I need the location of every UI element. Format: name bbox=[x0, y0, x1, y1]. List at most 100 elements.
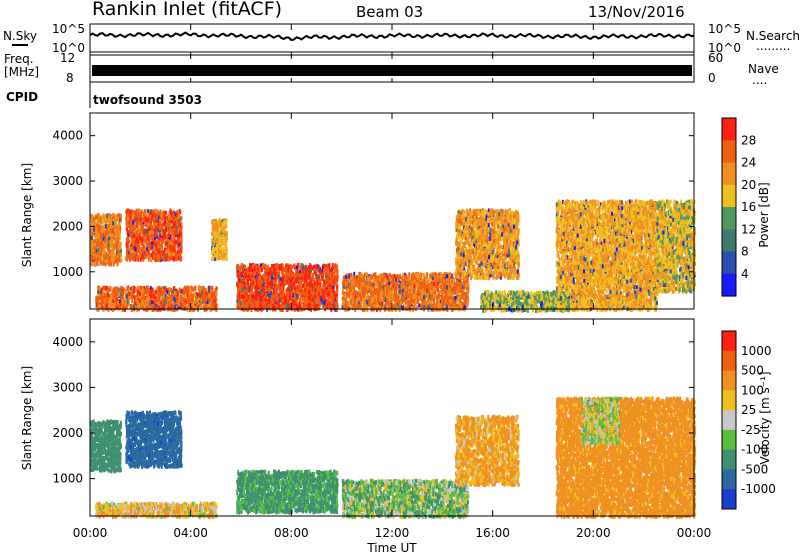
range-cell bbox=[113, 293, 116, 298]
range-cell bbox=[103, 250, 106, 255]
range-cell bbox=[119, 252, 121, 257]
range-cell bbox=[169, 230, 172, 235]
range-cell bbox=[158, 244, 161, 249]
range-cell bbox=[142, 222, 145, 227]
range-cell bbox=[94, 259, 97, 264]
range-cell bbox=[306, 285, 309, 290]
range-cell bbox=[276, 263, 279, 268]
range-cell bbox=[134, 247, 137, 251]
range-cell bbox=[109, 303, 112, 308]
range-cell bbox=[239, 298, 242, 303]
range-cell bbox=[321, 274, 324, 279]
nsky-label: N.Sky bbox=[3, 29, 37, 43]
range-cell bbox=[130, 221, 133, 226]
range-cell bbox=[168, 241, 171, 246]
range-cell bbox=[252, 274, 255, 279]
range-cell bbox=[211, 241, 214, 246]
range-cell bbox=[138, 221, 141, 226]
range-cell bbox=[111, 233, 114, 237]
range-cell bbox=[140, 229, 143, 234]
range-cell bbox=[154, 254, 157, 259]
range-cell bbox=[257, 269, 260, 274]
range-cell bbox=[108, 299, 111, 304]
range-cell bbox=[334, 294, 336, 299]
range-cell bbox=[294, 265, 297, 270]
range-cell bbox=[130, 235, 133, 240]
range-cell bbox=[214, 247, 217, 252]
range-cell bbox=[130, 212, 133, 217]
range-cell bbox=[311, 292, 314, 297]
range-cell bbox=[168, 300, 171, 305]
range-cell bbox=[177, 243, 180, 248]
range-cell bbox=[90, 236, 93, 241]
range-cell bbox=[91, 217, 94, 222]
range-cell bbox=[143, 253, 146, 258]
range-cell bbox=[131, 299, 134, 304]
range-cell bbox=[155, 219, 158, 224]
range-cell bbox=[221, 254, 224, 259]
range-cell bbox=[148, 234, 151, 239]
range-cell bbox=[292, 282, 295, 287]
range-cell bbox=[212, 220, 215, 225]
range-cell bbox=[148, 239, 150, 244]
range-cell bbox=[149, 223, 152, 228]
range-cell bbox=[214, 234, 217, 239]
range-cell bbox=[172, 221, 175, 226]
range-cell bbox=[139, 291, 141, 296]
range-cell bbox=[253, 284, 255, 289]
noise-trace bbox=[89, 31, 695, 42]
range-cell bbox=[218, 244, 221, 249]
range-cell bbox=[281, 263, 284, 268]
range-cell bbox=[164, 301, 167, 306]
range-cell bbox=[97, 227, 99, 232]
range-cell bbox=[253, 296, 256, 301]
range-cell bbox=[116, 262, 119, 267]
range-cell bbox=[115, 232, 118, 237]
range-cell bbox=[105, 303, 108, 308]
range-cell bbox=[319, 282, 322, 287]
range-cell bbox=[290, 279, 292, 284]
range-cell bbox=[92, 256, 95, 261]
range-cell bbox=[101, 257, 104, 261]
range-cell bbox=[136, 209, 139, 214]
range-cell bbox=[162, 228, 165, 233]
range-cell bbox=[110, 243, 113, 248]
range-cell bbox=[270, 301, 272, 306]
range-cell bbox=[91, 233, 94, 238]
range-cell bbox=[313, 296, 316, 301]
range-cell bbox=[222, 226, 225, 230]
range-cell bbox=[90, 250, 92, 255]
range-cell bbox=[147, 244, 150, 249]
range-cell bbox=[167, 239, 170, 243]
range-cell bbox=[213, 228, 216, 233]
range-cell bbox=[332, 266, 335, 271]
range-cell bbox=[125, 238, 128, 243]
range-cell bbox=[249, 271, 252, 276]
range-cell bbox=[113, 256, 116, 261]
range-cell bbox=[167, 230, 170, 234]
range-cell bbox=[308, 265, 311, 270]
range-cell bbox=[100, 289, 102, 294]
range-cell bbox=[112, 262, 115, 267]
range-cell bbox=[256, 283, 259, 288]
range-cell bbox=[323, 279, 325, 284]
range-cell bbox=[217, 224, 220, 229]
range-cell bbox=[279, 282, 282, 287]
range-cell bbox=[159, 307, 162, 312]
range-cell bbox=[101, 215, 104, 219]
range-cell bbox=[157, 240, 160, 245]
range-cell bbox=[291, 265, 294, 269]
range-cell bbox=[152, 246, 155, 251]
range-cell bbox=[237, 305, 240, 310]
range-cell bbox=[108, 259, 111, 264]
range-cell bbox=[104, 224, 107, 229]
range-cell bbox=[320, 273, 323, 278]
range-cell bbox=[327, 263, 330, 268]
range-cell bbox=[263, 278, 266, 283]
range-cell bbox=[139, 257, 142, 262]
range-cell bbox=[174, 223, 177, 228]
range-cell bbox=[290, 297, 293, 302]
range-cell bbox=[298, 282, 301, 287]
range-cell bbox=[259, 278, 262, 283]
range-cell bbox=[285, 288, 288, 293]
